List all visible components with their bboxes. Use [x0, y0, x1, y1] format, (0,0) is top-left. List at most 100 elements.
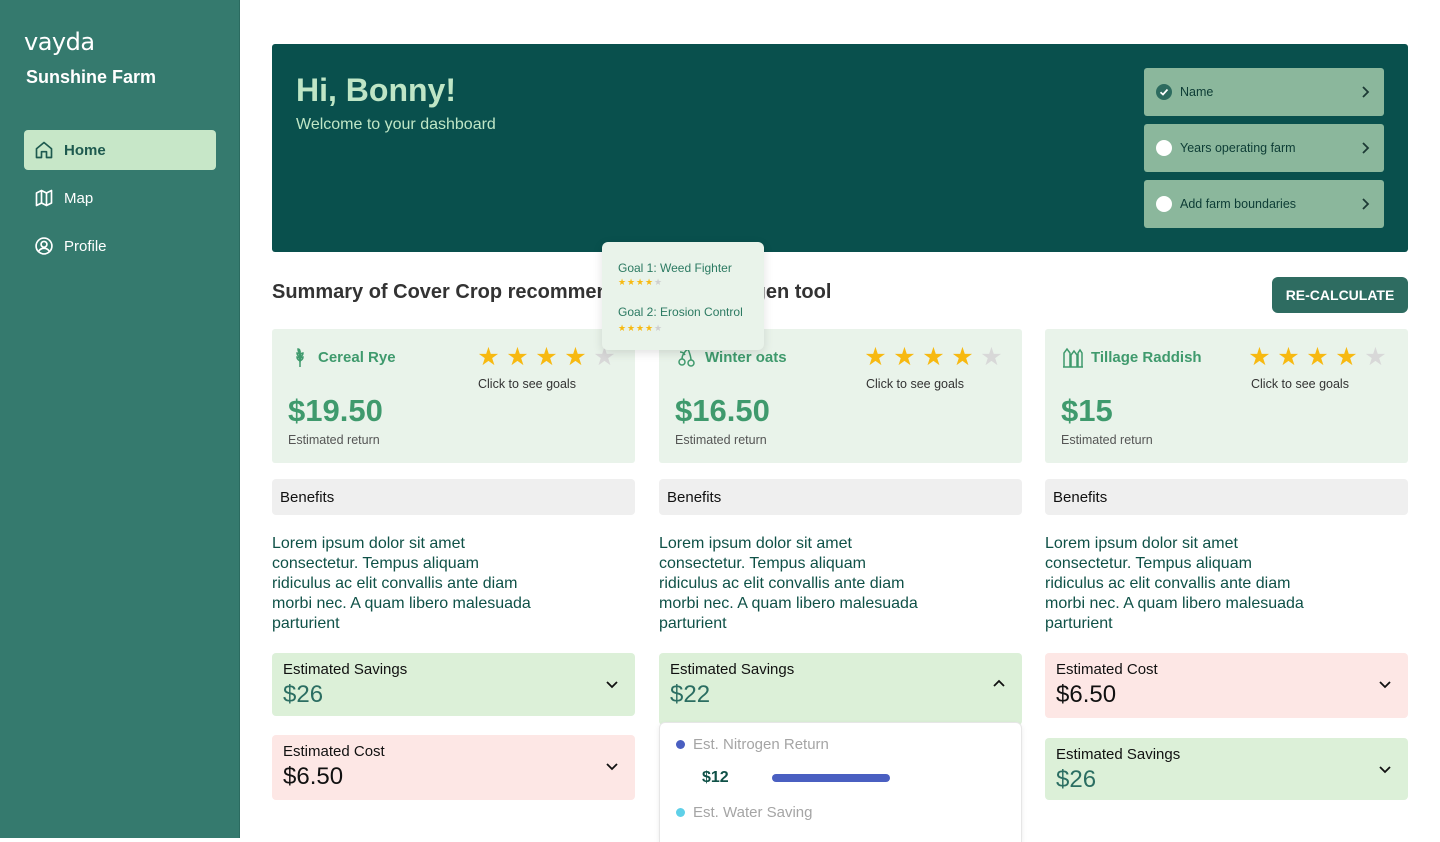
panel-value: $6.50 [283, 763, 344, 790]
star-icon: ★ [893, 343, 916, 371]
radio-empty-icon [1156, 196, 1172, 212]
breakdown-label: Est. Water Saving [693, 804, 813, 821]
estimated-return-value: $19.50 [288, 393, 383, 428]
goals-popover: Goal 1: Weed Fighter ★ ★ ★ ★ ★ Goal 2: Erosi… [602, 242, 764, 350]
panel-title: Estimated Cost [283, 743, 385, 760]
breakdown-bar [772, 774, 890, 782]
crop-card: Tillage Raddish ★ ★ ★ ★ ★ Click to see goals… [1045, 329, 1408, 463]
crop-name: Tillage Raddish [1091, 348, 1202, 366]
savings-breakdown: Est. Nitrogen Return $12 Est. Water Savi… [659, 722, 1022, 842]
star-empty-icon: ★ [1364, 343, 1387, 371]
star-icon: ★ [535, 343, 558, 371]
star-icon: ★ [627, 277, 636, 287]
star-icon: ★ [506, 343, 529, 371]
see-goals-link[interactable]: Click to see goals [1251, 377, 1349, 391]
crop-title: Cereal Rye [288, 345, 396, 369]
wheat-icon [296, 348, 304, 367]
farm-name: Sunshine Farm [26, 67, 157, 87]
crop-title: Winter oats [675, 345, 787, 369]
benefits-text: Lorem ipsum dolor sit amet consectetur. … [272, 535, 531, 632]
estimated-cost-panel[interactable]: Estimated Cost $6.50 [272, 735, 635, 800]
welcome-subtitle: Welcome to your dashboard [296, 116, 496, 133]
task-label: Name [1180, 85, 1214, 99]
vayda-logo[interactable]: vayda [24, 28, 95, 56]
star-empty-icon: ★ [593, 343, 616, 371]
task-farm-boundaries[interactable]: Add farm boundaries [1144, 180, 1384, 228]
crop-column-cereal-rye: Cereal Rye ★ ★ ★ ★ ★ Click to see goals $19.… [272, 329, 635, 800]
panel-value: $26 [1056, 766, 1097, 793]
estimated-return-label: Estimated return [1061, 433, 1153, 447]
sidebar-item-label: Profile [64, 237, 107, 255]
recalculate-button[interactable]: RE-CALCULATE [1272, 277, 1408, 313]
estimated-return-label: Estimated return [675, 433, 767, 447]
radish-icon [1063, 347, 1083, 368]
crop-column-tillage-raddish: Tillage Raddish ★ ★ ★ ★ ★ Click to see goals… [1045, 329, 1408, 800]
crop-card: Winter oats ★ ★ ★ ★ ★ Click to see goals $16… [659, 329, 1022, 463]
crop-card: Cereal Rye ★ ★ ★ ★ ★ Click to see goals $19.… [272, 329, 635, 463]
star-icon: ★ [922, 343, 945, 371]
goal-rating: ★ ★ ★ ★ ★ [618, 324, 663, 333]
chevron-down-icon [606, 763, 618, 771]
sidebar-item-label: Home [64, 141, 106, 159]
benefits-header: Benefits [272, 479, 635, 515]
estimated-savings-panel[interactable]: Estimated Savings $22 [659, 653, 1022, 725]
task-label: Years operating farm [1180, 141, 1296, 155]
panel-value: $22 [670, 681, 711, 708]
star-icon: ★ [1248, 343, 1271, 371]
radio-empty-icon [1156, 140, 1172, 156]
star-icon: ★ [627, 323, 636, 333]
see-goals-link[interactable]: Click to see goals [478, 377, 576, 391]
crop-title: Tillage Raddish [1061, 345, 1202, 369]
goal-label: Goal 2: Erosion Control [618, 305, 743, 319]
panel-value: $26 [283, 681, 324, 708]
star-icon: ★ [564, 343, 587, 371]
legend-dot [676, 808, 685, 817]
chevron-right-icon [1362, 198, 1370, 210]
sidebar-item-label: Map [64, 189, 94, 207]
panel-title: Estimated Savings [1056, 746, 1181, 763]
breakdown-amount: $12 [702, 769, 729, 786]
star-icon: ★ [636, 277, 645, 287]
benefits-header: Benefits [659, 479, 1022, 515]
estimated-savings-panel[interactable]: Estimated Savings $26 [1045, 738, 1408, 800]
see-goals-link[interactable]: Click to see goals [866, 377, 964, 391]
star-icon: ★ [864, 343, 887, 371]
star-icon: ★ [477, 343, 500, 371]
star-icon: ★ [618, 277, 627, 287]
star-icon: ★ [645, 323, 654, 333]
star-rating[interactable]: ★ ★ ★ ★ ★ [474, 343, 619, 371]
task-label: Add farm boundaries [1180, 197, 1297, 211]
chevron-down-icon [1379, 766, 1391, 774]
star-empty-icon: ★ [980, 343, 1003, 371]
star-icon: ★ [951, 343, 974, 371]
legend-dot [676, 740, 685, 749]
breakdown-label: Est. Nitrogen Return [693, 736, 829, 753]
home-icon [35, 141, 53, 159]
oats-icon [678, 348, 695, 367]
estimated-savings-panel[interactable]: Estimated Savings $26 [272, 653, 635, 716]
sidebar: vayda Sunshine Farm Home Map Profile [0, 0, 240, 838]
goal-label: Goal 1: Weed Fighter [618, 261, 732, 275]
crop-name: Cereal Rye [318, 348, 396, 366]
panel-title: Estimated Cost [1056, 661, 1158, 678]
welcome-banner: Hi, Bonny! Welcome to your dashboard Nam… [272, 44, 1408, 252]
crop-column-winter-oats: Winter oats ★ ★ ★ ★ ★ Click to see goals $16… [659, 329, 1022, 842]
sidebar-nav: Home Map Profile [24, 130, 216, 274]
greeting: Hi, Bonny! [296, 72, 456, 108]
sidebar-item-profile[interactable]: Profile [24, 226, 216, 266]
chevron-right-icon [1362, 142, 1370, 154]
estimated-cost-panel[interactable]: Estimated Cost $6.50 [1045, 653, 1408, 718]
estimated-return-label: Estimated return [288, 433, 380, 447]
sidebar-item-map[interactable]: Map [24, 178, 216, 218]
sidebar-item-home[interactable]: Home [24, 130, 216, 170]
star-rating[interactable]: ★ ★ ★ ★ ★ [1245, 343, 1390, 371]
onboarding-tasks: Name Years operating farm Add farm bound… [1144, 68, 1384, 236]
breakdown-item: Est. Nitrogen Return [676, 736, 829, 753]
goal-rating: ★ ★ ★ ★ ★ [618, 278, 663, 287]
task-years-operating[interactable]: Years operating farm [1144, 124, 1384, 172]
star-icon: ★ [645, 277, 654, 287]
star-rating[interactable]: ★ ★ ★ ★ ★ [861, 343, 1006, 371]
check-circle-icon [1156, 84, 1172, 100]
task-name[interactable]: Name [1144, 68, 1384, 116]
chevron-down-icon [1379, 681, 1391, 689]
